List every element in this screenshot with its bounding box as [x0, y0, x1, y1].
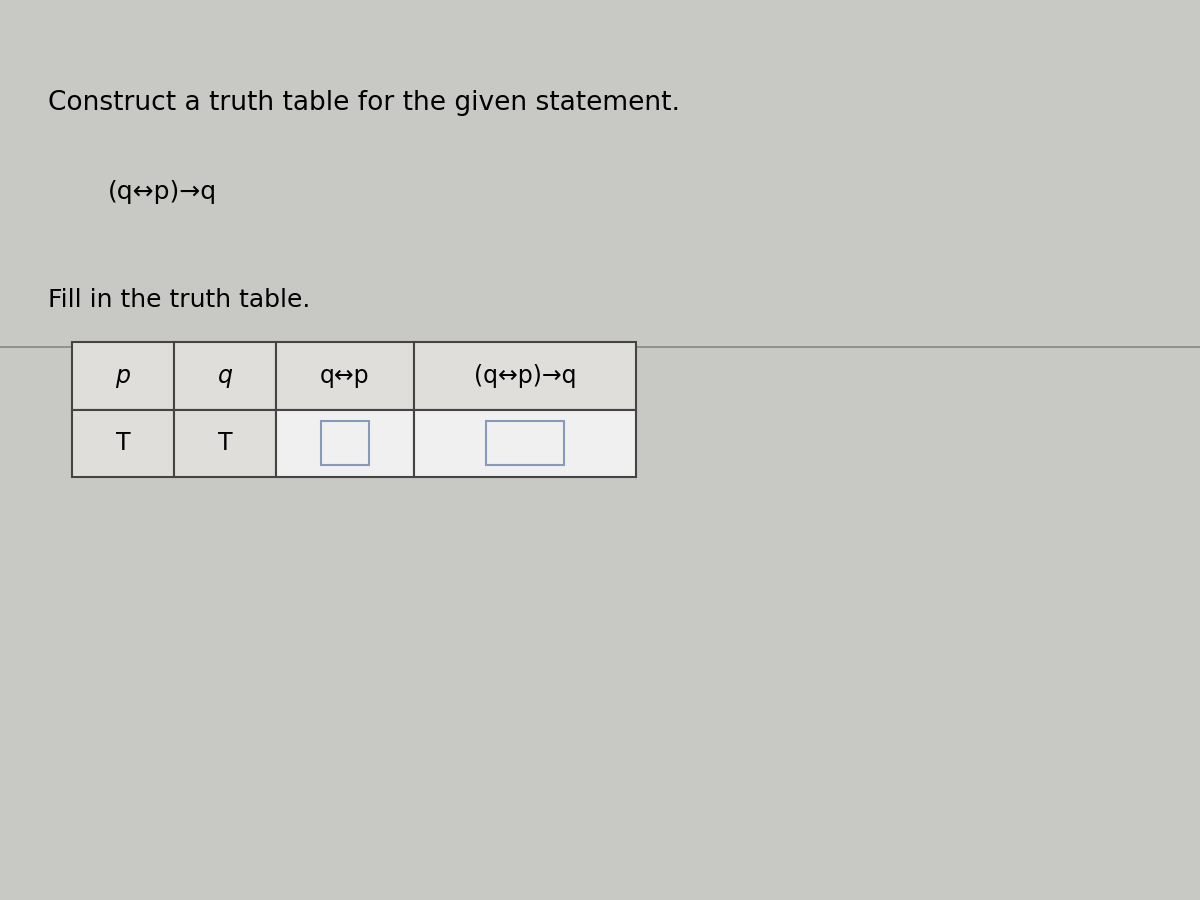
Text: q: q: [217, 364, 233, 388]
Text: p: p: [115, 364, 131, 388]
Text: T: T: [115, 431, 131, 455]
Text: T: T: [217, 431, 233, 455]
Text: Construct a truth table for the given statement.: Construct a truth table for the given st…: [48, 90, 680, 116]
Text: q↔p: q↔p: [320, 364, 370, 388]
Text: Fill in the truth table.: Fill in the truth table.: [48, 288, 311, 312]
Text: (q↔p)→q: (q↔p)→q: [108, 180, 217, 204]
Text: (q↔p)→q: (q↔p)→q: [474, 364, 576, 388]
